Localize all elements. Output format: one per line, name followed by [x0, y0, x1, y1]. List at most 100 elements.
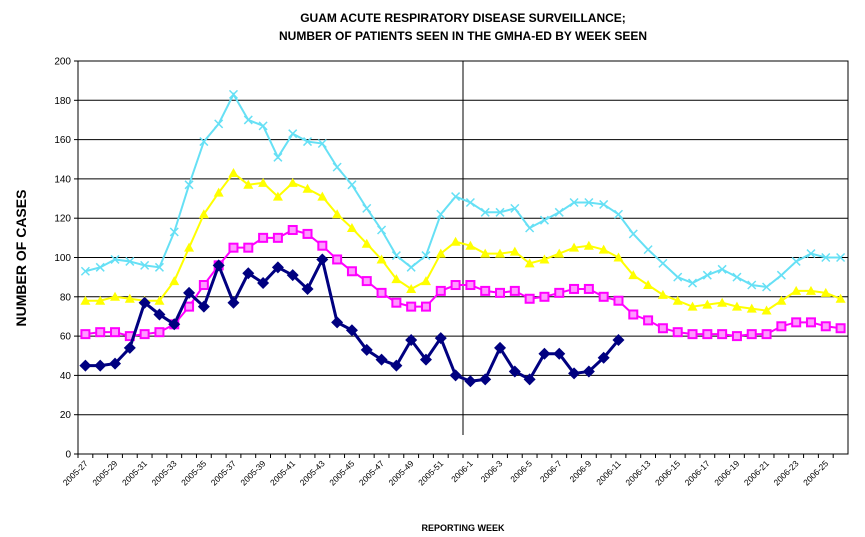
y-tick-label: 40 [60, 371, 72, 382]
y-tick-label: 140 [54, 174, 71, 185]
x-tick-label: 2006-19 [712, 458, 741, 487]
marker [79, 359, 92, 372]
marker [421, 251, 431, 261]
marker [361, 238, 372, 248]
marker [109, 357, 122, 370]
marker [791, 285, 802, 295]
marker [436, 209, 446, 219]
marker [583, 240, 594, 250]
x-tick-label: 2006-23 [771, 458, 800, 487]
marker [465, 197, 475, 208]
x-tick-label: 2006-7 [538, 458, 564, 484]
marker [643, 280, 654, 290]
marker [302, 228, 313, 239]
marker [391, 297, 402, 308]
series-line [85, 92, 841, 289]
marker [110, 254, 120, 264]
marker [80, 329, 91, 340]
marker [434, 332, 447, 345]
marker [598, 291, 609, 302]
marker [509, 246, 520, 256]
y-tick-label: 20 [60, 410, 72, 421]
marker [214, 119, 224, 129]
marker [762, 282, 772, 292]
marker [598, 244, 609, 254]
marker [539, 215, 549, 225]
marker [805, 317, 816, 328]
marker [599, 199, 609, 209]
x-tick-label: 2005-43 [298, 458, 327, 487]
x-tick-label: 2006-17 [683, 458, 712, 487]
marker [495, 248, 506, 258]
y-axis-label: NUMBER OF CASES [13, 190, 29, 327]
x-tick-label: 2006-15 [653, 458, 682, 487]
marker [258, 121, 268, 131]
marker [583, 283, 594, 294]
y-tick-label: 60 [60, 332, 72, 343]
marker [613, 295, 624, 306]
y-tick-label: 200 [54, 57, 71, 68]
marker [154, 262, 164, 272]
x-tick-label: 2005-29 [90, 458, 119, 487]
marker [687, 278, 698, 288]
marker [523, 373, 536, 386]
marker [569, 242, 580, 252]
marker [125, 256, 135, 266]
marker [286, 269, 299, 282]
marker [525, 223, 535, 233]
chart-title: GUAM ACUTE RESPIRATORY DISEASE SURVEILLA… [300, 11, 626, 25]
x-tick-label: 2005-41 [268, 458, 297, 487]
marker [169, 276, 180, 286]
marker [731, 331, 742, 342]
marker [80, 295, 91, 305]
marker [139, 329, 150, 340]
marker [420, 301, 431, 312]
marker [673, 272, 683, 282]
marker [524, 293, 535, 304]
marker [806, 249, 816, 259]
marker [451, 192, 461, 202]
marker [197, 300, 210, 313]
x-tick-label: 2005-47 [357, 458, 386, 487]
marker [198, 280, 209, 291]
marker [761, 305, 772, 315]
marker [95, 295, 106, 305]
marker [199, 137, 209, 147]
marker [717, 329, 728, 340]
marker [835, 293, 846, 303]
marker [154, 327, 165, 338]
marker [643, 315, 654, 326]
marker [449, 369, 462, 382]
marker [375, 353, 388, 366]
marker [110, 291, 121, 301]
marker [316, 253, 329, 266]
marker [554, 287, 565, 298]
marker [582, 365, 595, 378]
y-tick-label: 100 [54, 253, 71, 264]
marker [302, 137, 313, 147]
marker [510, 203, 520, 213]
marker [243, 242, 254, 253]
marker [317, 138, 327, 149]
marker [124, 293, 135, 303]
marker [198, 209, 209, 219]
marker [287, 177, 298, 187]
marker [212, 259, 225, 272]
marker [480, 285, 491, 296]
marker [332, 209, 343, 219]
marker [331, 316, 344, 329]
marker [95, 262, 105, 272]
marker [836, 252, 846, 263]
marker [419, 353, 432, 366]
marker [391, 251, 401, 261]
marker [465, 240, 476, 250]
marker [643, 245, 653, 255]
marker [376, 287, 387, 298]
x-tick-label: 2005-49 [386, 458, 415, 487]
marker [791, 317, 802, 328]
marker [271, 261, 284, 274]
y-tick-label: 120 [54, 214, 71, 225]
marker [184, 301, 195, 312]
marker [747, 280, 757, 290]
marker [672, 295, 683, 305]
